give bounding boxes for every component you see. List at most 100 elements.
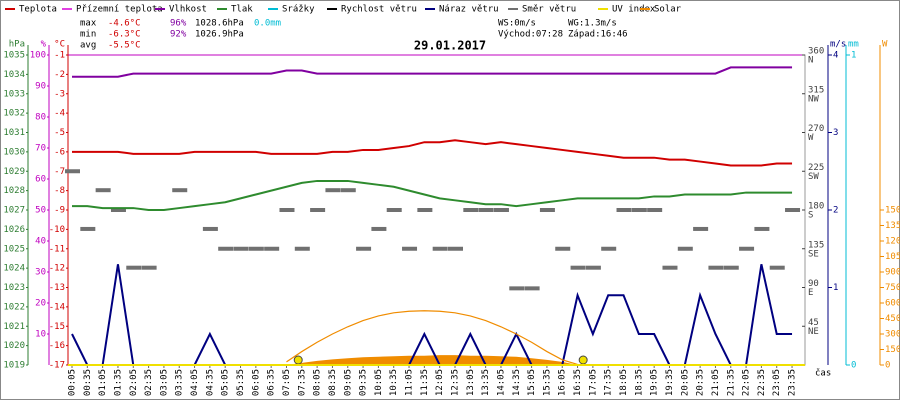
x-tick-label: 13:05 [466, 369, 476, 396]
x-tick-label: 11:05 [405, 369, 415, 396]
y-tick-label: 30 [35, 268, 46, 278]
x-tick-label: 20:35 [696, 369, 706, 396]
wind-direction-mark [616, 208, 632, 212]
stat-rain: 0.0mm [254, 19, 281, 29]
x-tick-label: 21:05 [711, 369, 721, 396]
x-tick-label: 18:35 [634, 369, 644, 396]
wind-direction-mark [585, 265, 601, 270]
y-tick-label: 450 [885, 314, 900, 324]
wind-direction-mark [448, 246, 463, 251]
wind-direction-mark [754, 226, 770, 231]
legend-label: UV index [612, 5, 656, 15]
dir-name: E [808, 288, 813, 298]
wind-direction-mark [141, 265, 157, 270]
y-tick-label: 100 [30, 51, 46, 61]
y-tick-label: 1028 [3, 186, 25, 196]
dir-tick-label: 180 [808, 202, 824, 212]
y-tick-label: 80 [35, 113, 46, 123]
y-tick-label: 1050 [885, 252, 900, 262]
y-tick-label: 1030 [3, 147, 25, 157]
sunrise: Východ:07:28 [498, 30, 563, 40]
x-axis-label: čas [815, 368, 831, 379]
series-line [72, 139, 793, 167]
dir-name: W [808, 133, 814, 143]
x-tick-label: 01:05 [98, 369, 108, 396]
x-tick-label: 23:05 [772, 369, 782, 396]
y-tick-label: -6 [54, 147, 65, 157]
dir-name: NW [808, 94, 819, 104]
sun-marker [293, 355, 303, 365]
x-tick-label: 17:05 [588, 369, 598, 396]
legend-label: Rychlost větru [341, 5, 417, 15]
y-tick-label: 1200 [885, 237, 900, 247]
y-tick-label: 1027 [3, 206, 25, 216]
wind-direction-mark [218, 246, 234, 251]
stat-label: max [80, 19, 97, 29]
x-tick-label: 07:35 [297, 369, 307, 396]
y-tick-label: 1021 [3, 322, 25, 332]
wind-direction-mark [708, 265, 724, 270]
y-tick-label: 1034 [3, 70, 25, 80]
sunset: Západ:16:46 [568, 30, 628, 40]
y-tick-label: -10 [49, 225, 65, 235]
y-tick-label: -13 [49, 283, 65, 293]
x-tick-label: 02:05 [129, 369, 139, 396]
y-tick-label: -2 [54, 70, 65, 80]
y-tick-label: 20 [35, 299, 46, 309]
series-line [286, 310, 578, 366]
y-tick-label: 300 [885, 330, 900, 340]
x-tick-label: 14:05 [496, 369, 506, 396]
y-tick-label: 1024 [3, 264, 25, 274]
y-tick-label: -3 [54, 89, 65, 99]
y-tick-label: 2 [833, 206, 838, 216]
legend-label: Srážky [282, 5, 315, 15]
wind-direction-mark [294, 246, 310, 251]
x-tick-label: 03:05 [159, 369, 169, 396]
y-tick-label: -5 [54, 128, 65, 138]
x-tick-label: 06:35 [267, 369, 277, 396]
x-tick-label: 14:35 [512, 369, 522, 396]
x-tick-label: 11:35 [420, 369, 430, 396]
wind-direction-mark [631, 208, 647, 212]
x-tick-label: 12:35 [451, 369, 461, 396]
wind-direction-mark [172, 188, 188, 193]
stat-temp: -6.3°C [108, 30, 141, 40]
x-tick-label: 04:35 [205, 369, 215, 396]
wind-direction-mark [493, 208, 509, 212]
wind-direction-mark [432, 246, 448, 251]
y-tick-label: 1025 [3, 244, 25, 254]
x-tick-label: 22:35 [757, 369, 767, 396]
wind-direction-mark [463, 208, 479, 212]
series-area [72, 355, 793, 365]
y-tick-label: 150 [885, 345, 900, 355]
x-tick-label: 23:35 [788, 369, 798, 396]
x-tick-label: 10:05 [374, 369, 384, 396]
y-tick-label: -4 [54, 109, 65, 119]
x-tick-label: 04:05 [190, 369, 200, 396]
y-tick-label: 60 [35, 175, 46, 185]
dir-tick-label: 45 [808, 318, 819, 328]
legend-label: Náraz větru [439, 5, 499, 15]
y-tick-label: 10 [35, 330, 46, 340]
y-tick-label: 1026 [3, 225, 25, 235]
legend-label: Solar [654, 5, 682, 15]
axis-unit: % [41, 40, 47, 50]
y-tick-label: 1350 [885, 221, 900, 231]
wind-direction-mark [110, 208, 126, 212]
wind-direction-mark [248, 246, 264, 251]
legend-label: Přízemní teplota [76, 5, 163, 15]
x-tick-label: 00:35 [83, 369, 93, 396]
wind-direction-mark [739, 246, 755, 251]
x-tick-label: 08:05 [313, 369, 323, 396]
y-tick-label: -17 [49, 361, 65, 371]
y-tick-label: 90 [35, 82, 46, 92]
y-tick-label: -11 [49, 244, 65, 254]
y-tick-label: 50 [35, 206, 46, 216]
stat-hum: 92% [170, 30, 187, 40]
y-tick-label: -7 [54, 167, 65, 177]
y-tick-label: 3 [833, 128, 838, 138]
wind-direction-mark [279, 208, 295, 212]
y-tick-label: 1019 [3, 361, 25, 371]
x-tick-label: 02:35 [144, 369, 154, 396]
